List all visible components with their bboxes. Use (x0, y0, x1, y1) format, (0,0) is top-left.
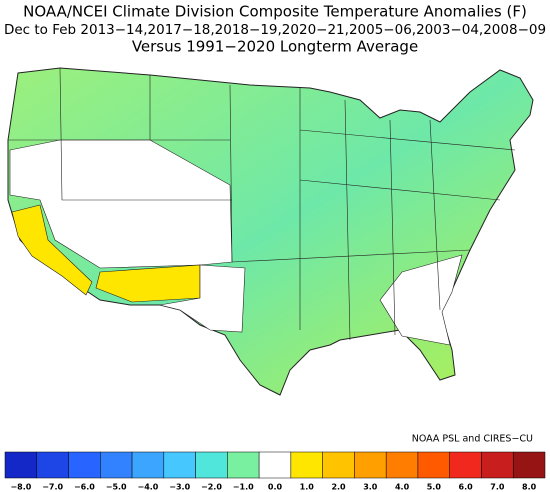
colorbar-label: −8.0 (10, 483, 31, 492)
colorbar-label: 6.0 (459, 483, 474, 492)
title: NOAA/NCEI Climate Division Composite Tem… (23, 3, 527, 21)
colorbar-label: 8.0 (522, 483, 537, 492)
credit: NOAA PSL and CIRES−CU (412, 434, 533, 445)
colorbar-label: −2.0 (201, 483, 222, 492)
colorbar-swatch (481, 451, 514, 479)
colorbar-label: 0.0 (268, 483, 283, 492)
colorbar-label: −1.0 (233, 483, 254, 492)
colorbar-swatch (385, 451, 419, 479)
colorbar-swatch (354, 451, 387, 479)
colorbar-swatch (290, 451, 323, 479)
colorbar-swatch (512, 451, 546, 479)
colorbar-swatch (163, 451, 196, 479)
colorbar-swatch (417, 451, 450, 479)
colorbar-swatch (449, 451, 482, 479)
colorbar-swatch (68, 451, 101, 479)
colorbar-swatch (131, 451, 165, 479)
colorbar-swatch (322, 451, 355, 479)
colorbar-label: −6.0 (74, 483, 95, 492)
colorbar-swatch (100, 451, 133, 479)
colorbar: −8.0 −7.0 −6.0 −5.0 −4.0 −3.0 −2.0 −1.0 0.0 1.0 2.… (4, 451, 546, 492)
colorbar-swatch (195, 451, 228, 479)
colorbar-label: 7.0 (490, 483, 505, 492)
colorbar-label: 2.0 (331, 483, 346, 492)
map (7, 67, 534, 396)
colorbar-swatch (258, 451, 292, 479)
colorbar-label: −3.0 (169, 483, 190, 492)
colorbar-label: 5.0 (427, 483, 442, 492)
colorbar-label: −7.0 (42, 483, 63, 492)
colorbar-swatch (36, 451, 69, 479)
colorbar-label: −4.0 (138, 483, 159, 492)
colorbar-label: 4.0 (395, 483, 410, 492)
colorbar-swatch (227, 451, 260, 479)
colorbar-label: −5.0 (106, 483, 127, 492)
caption: Versus 1991−2020 Longterm Average (132, 38, 418, 56)
colorbar-label: 3.0 (363, 483, 378, 492)
colorbar-label: 1.0 (300, 483, 315, 492)
region-white-se (379, 254, 463, 346)
region-white-sw (159, 264, 246, 333)
state-lines (8, 67, 516, 341)
region-yellow-ca (11, 204, 93, 296)
colorbar-swatch (4, 451, 38, 479)
subtitle: Dec to Feb 2013−14,2017−18,2018−19,2020−… (4, 22, 546, 38)
region-yellow-az (95, 264, 201, 303)
